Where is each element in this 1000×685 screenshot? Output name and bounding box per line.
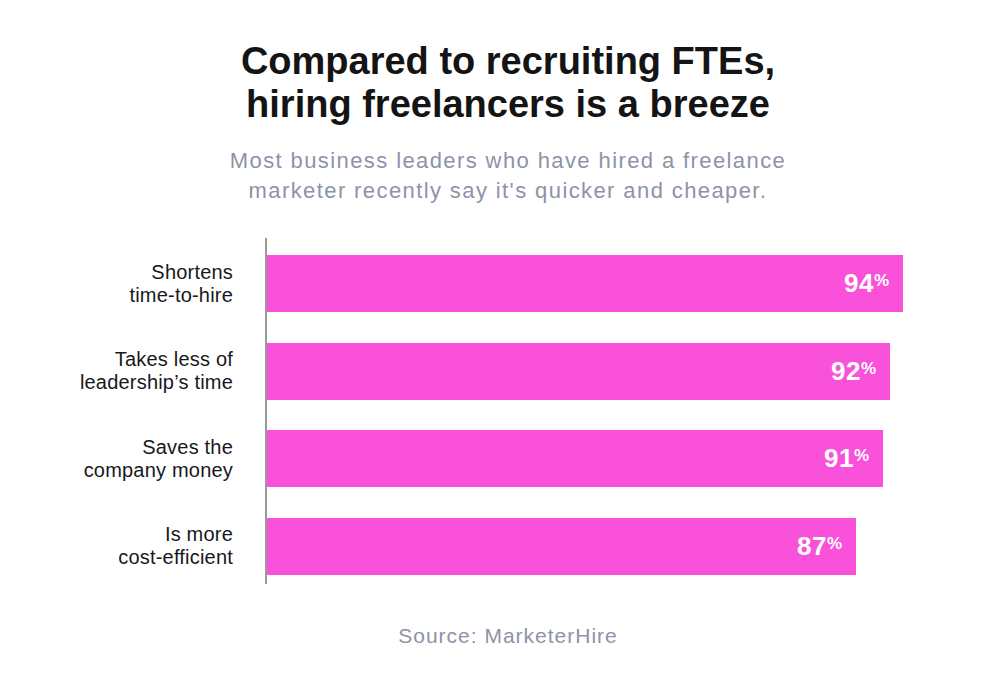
value-label: 91% (824, 443, 883, 474)
bar: 91% (267, 430, 883, 487)
category-label: Saves thecompany money (0, 430, 233, 487)
percent-sign: % (861, 359, 876, 378)
category-label-line: time-to-hire (0, 284, 233, 307)
bar: 87% (267, 518, 856, 575)
category-label: Shortenstime-to-hire (0, 255, 233, 312)
percent-sign: % (854, 446, 869, 465)
category-label-line: company money (0, 459, 233, 482)
source-caption: Source: MarketerHire (8, 624, 1000, 648)
chart-title-line2: hiring freelancers is a breeze (8, 83, 1000, 126)
category-label: Takes less ofleadership’s time (0, 343, 233, 400)
chart-title: Compared to recruiting FTEs, hiring free… (8, 40, 1000, 126)
category-label: Is morecost-efficient (0, 518, 233, 575)
percent-sign: % (874, 271, 889, 290)
category-label-line: Takes less of (0, 348, 233, 371)
chart-title-line1: Compared to recruiting FTEs, (8, 40, 1000, 83)
value-label: 94% (844, 268, 903, 299)
percent-sign: % (827, 534, 842, 553)
category-label-line: leadership’s time (0, 371, 233, 394)
value-label: 92% (831, 356, 890, 387)
bar: 94% (267, 255, 903, 312)
category-label-line: cost-efficient (0, 546, 233, 569)
bar: 92% (267, 343, 890, 400)
category-label-line: Saves the (0, 436, 233, 459)
category-label-line: Is more (0, 523, 233, 546)
chart-subtitle-line2: marketer recently say it's quicker and c… (8, 176, 1000, 206)
value-label: 87% (797, 531, 856, 562)
chart-subtitle-line1: Most business leaders who have hired a f… (8, 146, 1000, 176)
category-label-line: Shortens (0, 261, 233, 284)
chart-subtitle: Most business leaders who have hired a f… (8, 146, 1000, 206)
